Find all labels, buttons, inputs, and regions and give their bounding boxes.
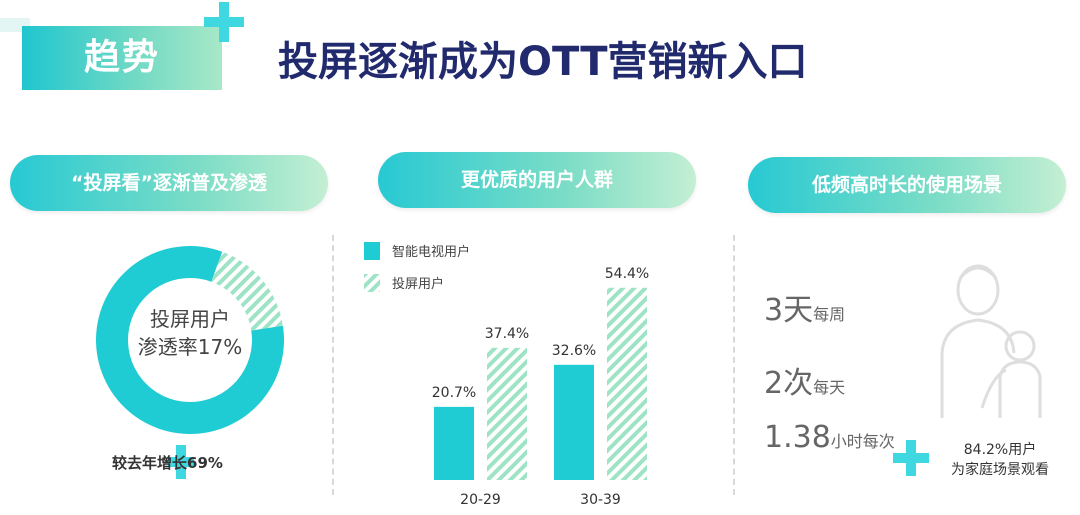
plus-icon bbox=[893, 440, 929, 476]
donut-slice-other bbox=[95, 245, 284, 434]
donut-label-line2: 渗透率17% bbox=[137, 335, 243, 359]
bar-value-label: 54.4% bbox=[605, 266, 649, 282]
donut-label-line1: 投屏用户 bbox=[150, 307, 230, 331]
bar-value-label: 32.6% bbox=[552, 343, 596, 359]
bar-value-label: 37.4% bbox=[485, 326, 529, 342]
bar-20-29-casting bbox=[487, 347, 527, 480]
family-note: 84.2%用户 为家庭场景观看 bbox=[930, 440, 1070, 480]
plus-icon bbox=[204, 2, 244, 42]
stat-times-number: 2次 bbox=[764, 366, 814, 401]
legend-swatch-casting bbox=[364, 274, 380, 292]
x-tick-label: 20-29 bbox=[460, 492, 501, 508]
stat-times-unit: 每天 bbox=[813, 378, 846, 397]
donut-center-label: 投屏用户 渗透率17% bbox=[110, 305, 270, 361]
bar-30-39-smart-tv bbox=[554, 364, 594, 480]
stat-times-per-day: 2次每天 bbox=[764, 358, 845, 402]
penetration-donut-chart bbox=[95, 245, 284, 434]
divider-right bbox=[733, 235, 735, 495]
stat-days-number: 3天 bbox=[764, 293, 814, 328]
family-note-line2: 为家庭场景观看 bbox=[951, 462, 1049, 478]
legend-swatch-smart-tv bbox=[364, 242, 380, 260]
family-silhouette-icon bbox=[940, 264, 1042, 418]
usage-pill: 低频高时长的使用场景 bbox=[748, 157, 1066, 213]
stat-hours-per-session: 1.38小时每次 bbox=[764, 420, 895, 455]
audience-pill: 更优质的用户人群 bbox=[378, 152, 696, 208]
stat-hours-number: 1.38 bbox=[764, 420, 831, 455]
bar-20-29-smart-tv bbox=[434, 406, 474, 480]
stat-days-per-week: 3天每周 bbox=[764, 285, 845, 329]
donut-slice-casting bbox=[211, 251, 283, 331]
legend-label-casting: 投屏用户 bbox=[392, 276, 444, 292]
penetration-pill: “投屏看”逐渐普及渗透 bbox=[10, 155, 328, 211]
header-tag: 趋势 bbox=[83, 37, 160, 78]
legend-label-smart-tv: 智能电视用户 bbox=[392, 244, 470, 260]
stat-days-unit: 每周 bbox=[813, 305, 846, 324]
page-title: 投屏逐渐成为OTT营销新入口 bbox=[278, 39, 808, 85]
bar-value-label: 20.7% bbox=[432, 385, 476, 401]
x-tick-label: 30-39 bbox=[580, 492, 621, 508]
divider-left bbox=[332, 235, 334, 495]
family-note-line1: 84.2%用户 bbox=[963, 442, 1037, 458]
stat-hours-unit: 小时每次 bbox=[830, 432, 895, 451]
header-tag-box bbox=[22, 26, 222, 90]
plus-icon bbox=[168, 445, 194, 479]
growth-label: 较去年增长69% bbox=[112, 454, 223, 472]
bar-30-39-casting bbox=[607, 287, 647, 480]
